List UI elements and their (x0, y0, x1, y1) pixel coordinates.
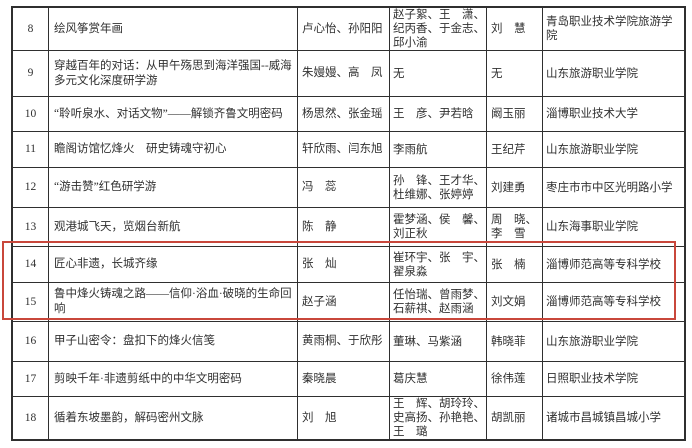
members-cell: 葛庆慧 (390, 362, 487, 397)
row-number-cell: 15 (13, 283, 49, 322)
title-cell: “游击赞”红色研学游 (49, 168, 298, 208)
institution-cell: 淄博职业技术大学 (543, 97, 684, 132)
advisor-cell: 胡凯丽 (487, 397, 543, 439)
institution-cell: 山东旅游职业学院 (543, 132, 684, 168)
members-cell: 王 彦、尹若晗 (390, 97, 487, 132)
row-number-cell: 11 (13, 132, 49, 168)
institution-cell: 青岛职业技术学院旅游学院 (543, 8, 684, 51)
row-number-cell: 14 (13, 247, 49, 283)
title-cell: 循着东坡墨韵，解码密州文脉 (49, 397, 298, 439)
document-table: 8 绘风筝赏年画 卢心怡、孙阳阳 赵子絮、王 潇、纪丙香、于金志、邱小渝 刘 慧… (11, 6, 686, 441)
members-cell: 赵子絮、王 潇、纪丙香、于金志、邱小渝 (390, 8, 487, 51)
leader-cell: 赵子涵 (298, 283, 390, 322)
advisor-cell: 周 晓、李 雪 (487, 208, 543, 247)
advisor-cell: 韩晓菲 (487, 322, 543, 362)
row-number-cell: 18 (13, 397, 49, 439)
advisor-cell: 徐伟莲 (487, 362, 543, 397)
advisor-cell: 张 楠 (487, 247, 543, 283)
institution-cell: 山东旅游职业学院 (543, 322, 684, 362)
leader-cell: 秦晓晨 (298, 362, 390, 397)
members-cell: 霍梦涵、侯 馨、刘正秋 (390, 208, 487, 247)
advisor-cell: 刘文娟 (487, 283, 543, 322)
title-cell: 甲子山密令：盘扣下的烽火信笺 (49, 322, 298, 362)
row-number-cell: 12 (13, 168, 49, 208)
leader-cell: 轩欣雨、闫东旭 (298, 132, 390, 168)
row-number-cell: 13 (13, 208, 49, 247)
members-cell: 李雨航 (390, 132, 487, 168)
title-cell: 瞻阁访馆忆烽火 研史铸魂守初心 (49, 132, 298, 168)
leader-cell: 朱嫚嫚、高 凤 (298, 51, 390, 97)
title-cell: 鲁中烽火铸魂之路——信仰·浴血·破晓的生命回响 (49, 283, 298, 322)
leader-cell: 黄雨桐、于欣彤 (298, 322, 390, 362)
title-cell: 穿越百年的对话：从甲午殇思到海洋强国--威海多元文化深度研学游 (49, 51, 298, 97)
row-number-cell: 10 (13, 97, 49, 132)
institution-cell: 山东海事职业学院 (543, 208, 684, 247)
advisor-cell: 王纪芹 (487, 132, 543, 168)
row-number-cell: 8 (13, 8, 49, 51)
members-cell: 崔环宇、张 宇、翟泉淼 (390, 247, 487, 283)
institution-cell: 淄博师范高等专科学校 (543, 283, 684, 322)
title-cell: 剪映千年·非遗剪纸中的中华文明密码 (49, 362, 298, 397)
advisor-cell: 阚玉丽 (487, 97, 543, 132)
advisor-cell: 刘 慧 (487, 8, 543, 51)
leader-cell: 陈 静 (298, 208, 390, 247)
row-number-cell: 17 (13, 362, 49, 397)
leader-cell: 杨思然、张金瑶 (298, 97, 390, 132)
institution-cell: 诸城市昌城镇昌城小学 (546, 412, 661, 424)
members-cell: 无 (390, 51, 487, 97)
leader-cell: 刘 旭 (298, 397, 390, 439)
institution-cell: 日照职业技术学院 (543, 362, 684, 397)
institution-cell: 山东旅游职业学院 (543, 51, 684, 97)
leader-cell: 卢心怡、孙阳阳 (298, 8, 390, 51)
title-cell: “聆听泉水、对话文物”——解锁齐鲁文明密码 (49, 97, 298, 132)
advisor-cell: 刘建勇 (487, 168, 543, 208)
title-cell: 绘风筝赏年画 (49, 8, 298, 51)
leader-cell: 张 灿 (298, 247, 390, 283)
title-cell: 观港城飞天，览烟台新航 (49, 208, 298, 247)
institution-cell: 枣庄市市中区光明路小学 (543, 168, 684, 208)
title-cell: 匠心非遗，长城齐缘 (49, 247, 298, 283)
advisor-cell: 无 (487, 51, 543, 97)
row-number-cell: 9 (13, 51, 49, 97)
row-number-cell: 16 (13, 322, 49, 362)
institution-cell: 淄博师范高等专科学校 (543, 247, 684, 283)
members-cell: 孙 锋、王才华、杜维娜、张婷婷 (390, 168, 487, 208)
leader-cell: 冯 蕊 (298, 168, 390, 208)
members-cell: 王 辉、胡玲玲、史高扬、孙艳艳、王 璐 (390, 397, 487, 439)
members-cell: 董琳、马紫涵 (390, 322, 487, 362)
members-cell: 任怡瑞、曾雨梦、石薪祺、赵雨涵 (390, 283, 487, 322)
